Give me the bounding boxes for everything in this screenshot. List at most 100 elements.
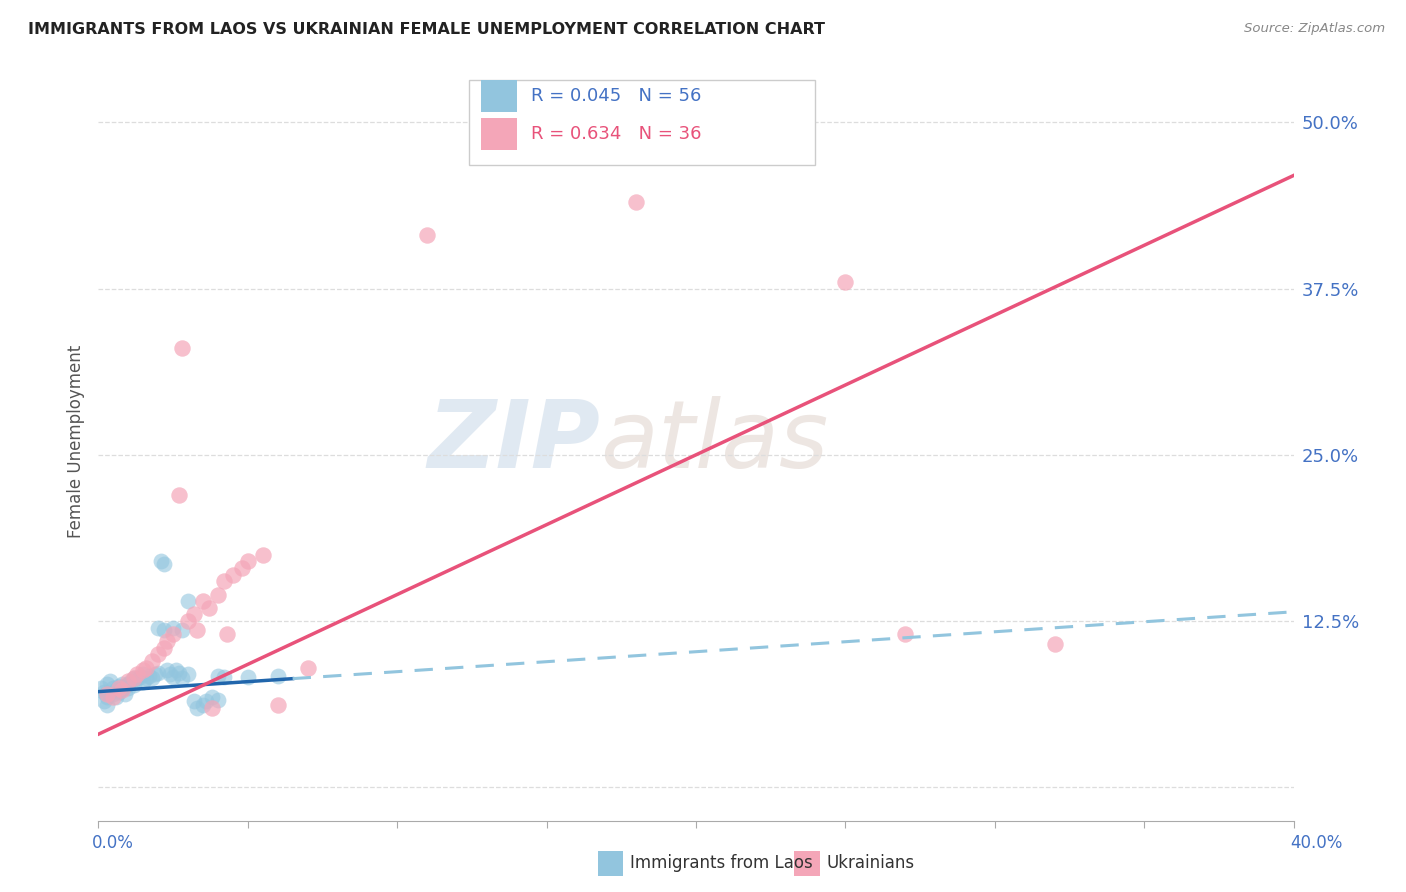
- Point: [231, 561, 253, 575]
- Point: [103, 690, 125, 704]
- Point: [124, 678, 146, 692]
- Point: [162, 621, 184, 635]
- Text: IMMIGRANTS FROM LAOS VS UKRAINIAN FEMALE UNEMPLOYMENT CORRELATION CHART: IMMIGRANTS FROM LAOS VS UKRAINIAN FEMALE…: [28, 22, 825, 37]
- Point: [156, 663, 179, 677]
- Point: [416, 228, 439, 243]
- Point: [143, 667, 166, 681]
- Point: [172, 624, 194, 638]
- Point: [96, 690, 118, 704]
- Point: [96, 676, 118, 690]
- Y-axis label: Female Unemployment: Female Unemployment: [66, 345, 84, 538]
- Point: [297, 661, 319, 675]
- Point: [159, 667, 181, 681]
- Point: [165, 663, 187, 677]
- Point: [198, 600, 221, 615]
- Point: [153, 640, 176, 655]
- Point: [129, 670, 152, 684]
- Point: [103, 687, 125, 701]
- Point: [135, 661, 157, 675]
- Point: [117, 673, 139, 688]
- Text: atlas: atlas: [600, 396, 828, 487]
- Point: [177, 614, 200, 628]
- Point: [215, 627, 238, 641]
- Point: [117, 676, 139, 690]
- Point: [111, 681, 134, 696]
- Point: [156, 634, 179, 648]
- Text: Immigrants from Laos: Immigrants from Laos: [630, 854, 813, 871]
- Point: [132, 675, 155, 690]
- Text: R = 0.634   N = 36: R = 0.634 N = 36: [531, 125, 702, 143]
- Point: [186, 700, 208, 714]
- Text: Source: ZipAtlas.com: Source: ZipAtlas.com: [1244, 22, 1385, 36]
- Point: [177, 594, 200, 608]
- Point: [167, 488, 190, 502]
- Point: [167, 665, 190, 680]
- Point: [195, 694, 218, 708]
- Point: [103, 681, 125, 695]
- FancyBboxPatch shape: [481, 80, 517, 112]
- Text: 0.0%: 0.0%: [91, 834, 134, 852]
- Point: [124, 671, 146, 685]
- Point: [98, 686, 122, 700]
- Point: [127, 667, 149, 681]
- Point: [148, 665, 170, 680]
- Point: [222, 567, 245, 582]
- Point: [105, 683, 128, 698]
- Point: [111, 683, 134, 698]
- FancyBboxPatch shape: [481, 118, 517, 150]
- Point: [108, 684, 131, 698]
- Point: [201, 700, 224, 714]
- Point: [183, 607, 205, 622]
- Point: [96, 687, 118, 701]
- Point: [108, 681, 131, 695]
- Point: [127, 671, 149, 685]
- Point: [212, 574, 235, 589]
- Point: [114, 687, 136, 701]
- Point: [132, 663, 155, 677]
- Point: [132, 667, 155, 681]
- Point: [148, 621, 170, 635]
- Point: [138, 668, 160, 682]
- Point: [90, 681, 112, 695]
- Point: [162, 627, 184, 641]
- Point: [141, 654, 163, 668]
- Point: [183, 694, 205, 708]
- Point: [177, 667, 200, 681]
- Point: [252, 548, 274, 562]
- Point: [162, 670, 184, 684]
- Point: [93, 694, 115, 708]
- Point: [135, 671, 157, 685]
- Point: [114, 679, 136, 693]
- Point: [93, 684, 115, 698]
- Point: [150, 554, 173, 568]
- Point: [626, 195, 648, 210]
- Point: [267, 698, 290, 712]
- Text: 40.0%: 40.0%: [1291, 834, 1343, 852]
- Point: [212, 670, 235, 684]
- Point: [96, 698, 118, 712]
- Point: [186, 624, 208, 638]
- Point: [172, 342, 194, 356]
- Point: [207, 692, 229, 706]
- Point: [153, 624, 176, 638]
- Point: [191, 698, 214, 712]
- Point: [98, 673, 122, 688]
- Point: [236, 670, 259, 684]
- Point: [108, 679, 131, 693]
- Point: [105, 690, 128, 704]
- FancyBboxPatch shape: [470, 80, 815, 165]
- Point: [153, 557, 176, 571]
- Point: [111, 676, 134, 690]
- Point: [207, 587, 229, 601]
- Point: [236, 554, 259, 568]
- Point: [191, 594, 214, 608]
- Point: [148, 648, 170, 662]
- Point: [894, 627, 917, 641]
- Point: [267, 668, 290, 682]
- Point: [201, 690, 224, 704]
- Point: [141, 671, 163, 685]
- Point: [834, 275, 856, 289]
- Text: ZIP: ZIP: [427, 395, 600, 488]
- Text: Ukrainians: Ukrainians: [827, 854, 915, 871]
- Point: [1043, 637, 1066, 651]
